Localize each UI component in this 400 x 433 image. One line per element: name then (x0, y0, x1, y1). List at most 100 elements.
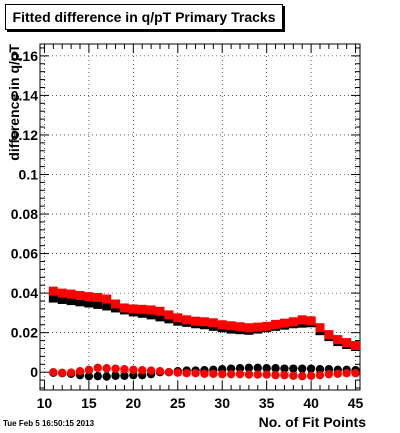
data-point-circle (102, 364, 111, 373)
data-point-square (84, 292, 94, 302)
data-point-circle (262, 364, 271, 373)
data-point-square (66, 296, 76, 306)
data-point-circle (84, 371, 94, 381)
timestamp: Tue Feb 5 16:50:15 2013 (3, 419, 95, 428)
data-point-square (297, 315, 307, 325)
data-point-square (102, 294, 112, 304)
data-point-circle (280, 364, 289, 373)
data-point-square (48, 293, 58, 303)
data-point-circle (253, 363, 262, 373)
data-point-square (279, 318, 289, 328)
data-point-circle (342, 368, 351, 378)
data-point-circle (306, 364, 316, 373)
data-point-circle (111, 371, 120, 380)
data-point-circle (200, 369, 209, 378)
chart-title: Fitted difference in q/pT Primary Tracks (5, 4, 283, 30)
y-tick-label: 0.1 (19, 166, 39, 182)
data-point-square (146, 310, 156, 320)
data-point-square (75, 297, 85, 307)
data-point-circle (271, 370, 280, 380)
data-point-circle (244, 370, 254, 379)
data-point-circle (75, 367, 85, 376)
grid-lines (40, 44, 360, 390)
y-tick-label: 0 (30, 364, 38, 380)
data-point-square (271, 319, 281, 329)
data-point-square (75, 290, 85, 300)
plot-frame (39, 43, 361, 391)
y-tick-label: 0.12 (11, 127, 38, 143)
data-point-square (57, 294, 67, 304)
data-point-square (191, 316, 201, 326)
data-point-circle (333, 369, 342, 378)
data-point-circle (315, 370, 325, 380)
data-point-circle (298, 364, 307, 373)
data-point-circle (164, 368, 174, 377)
data-point-square (93, 292, 103, 302)
data-point-circle (253, 370, 262, 379)
y-tick-label: 0.14 (11, 87, 38, 103)
x-tick-label: 15 (81, 395, 97, 411)
data-point-circle (138, 366, 147, 375)
data-point-square (48, 286, 58, 296)
data-point-square (199, 317, 209, 327)
data-point-square (182, 315, 192, 325)
data-point-circle (84, 365, 94, 375)
data-point-square (173, 313, 183, 323)
chart-title-text: Fitted difference in q/pT Primary Tracks (12, 9, 276, 25)
data-point-square (119, 303, 129, 313)
data-point-circle (315, 365, 325, 374)
data-point-circle (306, 371, 316, 380)
data-point-square (164, 310, 174, 320)
data-point-square (57, 288, 67, 298)
x-tick-label: 40 (303, 395, 319, 411)
y-tick-label: 0.16 (11, 48, 38, 64)
data-point-square (66, 289, 76, 299)
data-point-circle (235, 364, 245, 373)
data-point-square (306, 316, 316, 326)
x-tick-label: 10 (37, 395, 53, 411)
data-point-circle (58, 368, 67, 377)
data-point-square (315, 323, 325, 333)
data-point-square (217, 320, 227, 330)
data-point-square (244, 323, 254, 333)
data-point-circle (102, 372, 111, 381)
data-point-circle (209, 369, 218, 378)
data-point-circle (49, 368, 58, 377)
data-point-circle (146, 366, 156, 375)
data-point-circle (173, 368, 182, 377)
data-point-circle (289, 364, 298, 373)
data-point-circle (324, 369, 334, 379)
data-point-circle (120, 365, 129, 374)
data-point-circle (235, 369, 245, 379)
y-tick-label: 0.02 (11, 325, 38, 341)
data-point-square (333, 335, 343, 345)
data-point-square (208, 318, 218, 328)
y-axis-title: difference in q/pT (6, 44, 22, 161)
x-tick-label: 45 (348, 395, 364, 411)
y-tick-label: 0.08 (11, 206, 38, 222)
data-point-circle (218, 369, 227, 379)
y-tick-label: 0.06 (11, 246, 38, 262)
data-point-circle (191, 368, 200, 378)
data-point-circle (244, 363, 254, 373)
data-point-square (128, 304, 138, 314)
data-point-circle (271, 364, 280, 373)
data-point-square (342, 338, 352, 348)
data-point-circle (66, 368, 76, 377)
data-point-square (155, 306, 165, 316)
data-point-square (351, 341, 361, 351)
data-point-square (288, 317, 298, 327)
data-point-square (226, 321, 236, 331)
data-point-square (253, 322, 263, 332)
y-tick-label: 0.04 (11, 285, 38, 301)
data-point-square (111, 299, 121, 309)
data-point-circle (120, 371, 129, 380)
data-point-square (146, 305, 156, 315)
x-tick-label: 30 (214, 395, 230, 411)
data-point-square (262, 321, 272, 331)
data-point-square (155, 312, 165, 322)
data-point-square (324, 330, 334, 340)
data-point-square (235, 322, 245, 332)
axis-ticks (40, 44, 360, 390)
